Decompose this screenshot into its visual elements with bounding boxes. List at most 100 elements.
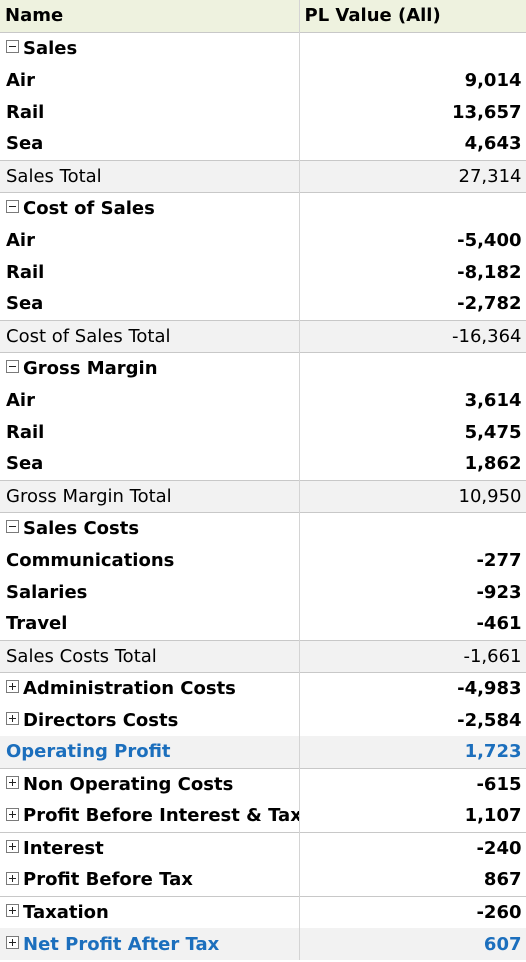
- row-value: -461: [298, 608, 526, 640]
- name-column-header[interactable]: Name: [0, 0, 300, 32]
- collapse-icon[interactable]: [6, 40, 19, 54]
- row-label: Air: [6, 69, 35, 91]
- row-label: Communications: [6, 549, 175, 571]
- collapse-icon[interactable]: [6, 520, 19, 534]
- table-row: Sea 4,643: [0, 128, 526, 160]
- row-value: -4,983: [298, 671, 526, 704]
- expand-icon[interactable]: [6, 904, 19, 918]
- row-value: -2,782: [298, 288, 526, 320]
- expand-icon[interactable]: [6, 840, 19, 854]
- row-label: Cost of Sales: [23, 197, 155, 219]
- group-row-profit-before-interest-tax: Profit Before Interest & Tax 1,107: [0, 800, 526, 832]
- row-label: Taxation: [23, 901, 109, 923]
- table-row: Sea -2,782: [0, 288, 526, 320]
- table-row: Travel -461: [0, 608, 526, 640]
- row-label: Sales Costs: [23, 517, 140, 539]
- row-value: 1,862: [298, 448, 526, 480]
- table-row: Communications -277: [0, 544, 526, 576]
- row-value: 9,014: [298, 64, 526, 96]
- row-label: Cost of Sales Total: [0, 319, 299, 352]
- expand-icon[interactable]: [6, 776, 19, 790]
- row-label: Net Profit After Tax: [23, 933, 220, 955]
- row-label: Gross Margin: [23, 357, 158, 379]
- row-label: Rail: [6, 261, 45, 283]
- row-value: -2,584: [298, 704, 526, 736]
- total-row-sales-costs: Sales Costs Total -1,661: [0, 639, 526, 672]
- row-value: [298, 351, 526, 384]
- row-value: 1,107: [298, 800, 526, 832]
- row-label: Sales: [23, 37, 78, 59]
- row-label: Sea: [6, 453, 44, 475]
- expand-icon[interactable]: [6, 871, 19, 885]
- row-label: Sales Total: [0, 159, 299, 192]
- row-value: -5,400: [298, 224, 526, 256]
- row-value: -615: [298, 767, 526, 800]
- total-row-gross-margin: Gross Margin Total 10,950: [0, 479, 526, 512]
- row-value: 5,475: [298, 416, 526, 448]
- expand-icon[interactable]: [6, 680, 19, 694]
- row-label: Sales Costs Total: [0, 639, 299, 672]
- row-value: [298, 511, 526, 544]
- row-label: Travel: [6, 613, 68, 635]
- group-row-taxation: Taxation -260: [0, 895, 526, 928]
- collapse-icon[interactable]: [6, 360, 19, 374]
- row-value: -260: [298, 895, 526, 928]
- table-row: Rail -8,182: [0, 256, 526, 288]
- row-label: Profit Before Interest & Tax: [23, 805, 299, 827]
- subtotal-row-operating-profit: Operating Profit 1,723: [0, 736, 526, 768]
- table-row: Air 3,614: [0, 384, 526, 416]
- row-label: Operating Profit: [0, 736, 299, 768]
- row-value: -240: [298, 831, 526, 864]
- row-value: [298, 31, 526, 64]
- row-value: -277: [298, 544, 526, 576]
- row-value: 867: [298, 864, 526, 896]
- group-row-directors-costs: Directors Costs -2,584: [0, 704, 526, 736]
- row-label: Sea: [6, 133, 44, 155]
- row-value: 1,723: [298, 736, 526, 768]
- table-row: Rail 5,475: [0, 416, 526, 448]
- group-row-gross-margin: Gross Margin: [0, 351, 526, 384]
- header-row: Name PL Value (All): [0, 0, 526, 32]
- expand-icon[interactable]: [6, 936, 19, 949]
- row-label: Air: [6, 229, 35, 251]
- table-row: Sea 1,862: [0, 448, 526, 480]
- row-label: Gross Margin Total: [0, 479, 299, 512]
- row-label: Air: [6, 389, 35, 411]
- group-row-non-operating-costs: Non Operating Costs -615: [0, 767, 526, 800]
- expand-icon[interactable]: [6, 807, 19, 821]
- row-value: 607: [298, 928, 526, 960]
- group-row-sales: Sales: [0, 31, 526, 64]
- pl-value-column-header[interactable]: PL Value (All): [299, 0, 526, 32]
- row-label: Administration Costs: [23, 677, 236, 699]
- row-label: Sea: [6, 293, 44, 315]
- group-row-interest: Interest -240: [0, 831, 526, 864]
- row-value: 4,643: [298, 128, 526, 160]
- total-row-cost-of-sales: Cost of Sales Total -16,364: [0, 319, 526, 352]
- group-row-profit-before-tax: Profit Before Tax 867: [0, 864, 526, 896]
- row-value: -1,661: [298, 639, 526, 672]
- row-value: 10,950: [298, 479, 526, 512]
- group-row-net-profit-after-tax: Net Profit After Tax 607: [0, 928, 526, 960]
- table-row: Air 9,014: [0, 64, 526, 96]
- table-row: Salaries -923: [0, 576, 526, 608]
- row-value: -923: [298, 576, 526, 608]
- row-value: 3,614: [298, 384, 526, 416]
- row-label: Rail: [6, 421, 45, 443]
- table-row: Rail 13,657: [0, 96, 526, 128]
- row-label: Profit Before Tax: [23, 869, 193, 891]
- row-label: Rail: [6, 101, 45, 123]
- collapse-icon[interactable]: [6, 200, 19, 214]
- row-value: 27,314: [298, 159, 526, 192]
- row-label: Interest: [23, 837, 104, 859]
- row-value: -8,182: [298, 256, 526, 288]
- total-row-sales: Sales Total 27,314: [0, 159, 526, 192]
- row-value: [298, 191, 526, 224]
- row-label: Salaries: [6, 581, 88, 603]
- expand-icon[interactable]: [6, 712, 19, 725]
- row-value: -16,364: [298, 319, 526, 352]
- group-row-administration-costs: Administration Costs -4,983: [0, 671, 526, 704]
- row-label: Directors Costs: [23, 709, 179, 731]
- row-label: Non Operating Costs: [23, 773, 234, 795]
- group-row-cost-of-sales: Cost of Sales: [0, 191, 526, 224]
